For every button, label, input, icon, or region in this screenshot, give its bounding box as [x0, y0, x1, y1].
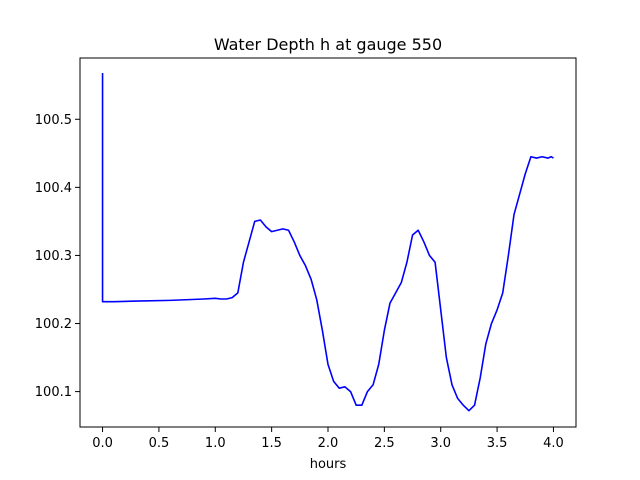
- x-tick-label: 1.5: [261, 436, 282, 451]
- y-tick-label: 100.1: [35, 385, 72, 400]
- y-tick-label: 100.2: [35, 317, 72, 332]
- x-tick-label: 0.5: [149, 436, 170, 451]
- plot-frame: [79, 57, 577, 428]
- x-axis-label: hours: [310, 457, 347, 472]
- series-line-0: [101, 72, 554, 412]
- x-tick-label: 0.0: [92, 436, 113, 451]
- y-tick-label: 100.3: [35, 249, 72, 264]
- y-axis: 100.1 100.2 100.3 100.4 100.5: [35, 113, 80, 400]
- x-tick-label: 3.5: [487, 436, 508, 451]
- plot-area: [101, 72, 554, 412]
- x-tick-label: 2.0: [318, 436, 339, 451]
- chart-title: Water Depth h at gauge 550: [214, 35, 442, 54]
- x-axis: 0.0 0.5 1.0 1.5 2.0 2.5 3.0 3.5 4.0: [92, 427, 564, 451]
- x-tick-label: 1.0: [205, 436, 226, 451]
- x-tick-label: 2.5: [374, 436, 395, 451]
- x-tick-label: 3.0: [430, 436, 451, 451]
- x-tick-label: 4.0: [543, 436, 564, 451]
- y-tick-label: 100.4: [35, 181, 72, 196]
- y-tick-label: 100.5: [35, 113, 72, 128]
